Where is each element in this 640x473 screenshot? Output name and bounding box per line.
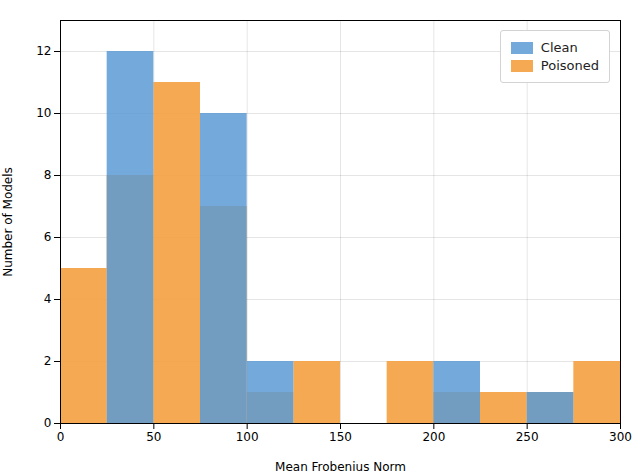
svg-text:10: 10 — [36, 106, 51, 120]
html-text:Clean: Clean — [540, 40, 578, 55]
svg-text:4: 4 — [44, 292, 52, 306]
svg-text:8: 8 — [44, 168, 52, 182]
svg-text:250: 250 — [516, 430, 539, 444]
svg-text:Mean Frobenius Norm: Mean Frobenius Norm — [275, 460, 406, 473]
svg-text:0: 0 — [44, 416, 52, 430]
svg-text:300: 300 — [609, 430, 632, 444]
svg-text:12: 12 — [36, 44, 51, 58]
svg-text:100: 100 — [236, 430, 259, 444]
svg-text:150: 150 — [329, 430, 352, 444]
svg-text:200: 200 — [422, 430, 445, 444]
svg-text:6: 6 — [44, 230, 52, 244]
svg-text:2: 2 — [44, 354, 52, 368]
html-text:Poisoned: Poisoned — [540, 58, 599, 73]
svg-text:50: 50 — [146, 430, 161, 444]
svg-text:0: 0 — [57, 430, 65, 444]
svg-text:Number of Models: Number of Models — [1, 167, 15, 277]
